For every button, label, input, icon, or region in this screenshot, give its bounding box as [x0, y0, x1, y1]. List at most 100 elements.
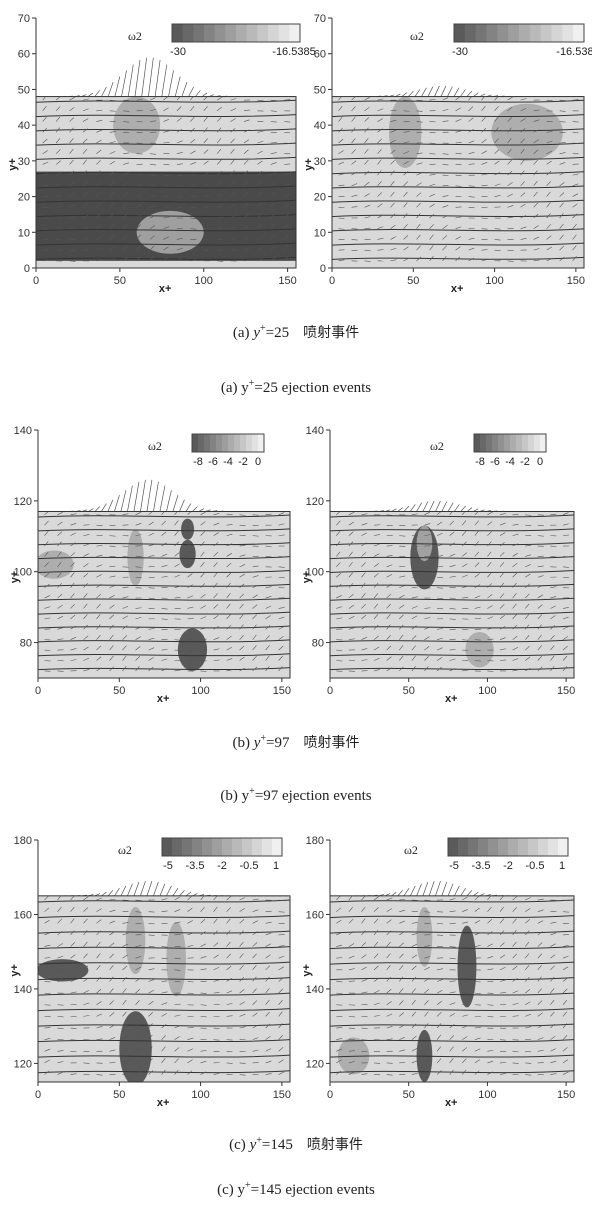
vector-arrow	[386, 953, 391, 959]
vector-arrow	[424, 656, 429, 661]
vector-arrow	[226, 1002, 233, 1006]
vector-arrow	[462, 1014, 469, 1017]
vector-arrow	[187, 992, 194, 994]
wave-arrow	[133, 481, 140, 512]
vector-arrow	[520, 226, 527, 230]
vector-arrow	[386, 614, 391, 620]
contour-blob-1	[113, 96, 161, 154]
colorbar-tick-label: -0.5	[240, 860, 259, 872]
vector-arrow	[494, 183, 501, 187]
vector-arrow	[270, 213, 275, 219]
vector-arrow	[57, 638, 64, 640]
vector-arrow	[537, 524, 544, 527]
contour-blob-2	[136, 210, 204, 254]
streamline	[38, 611, 290, 615]
colorbar-segment	[486, 24, 498, 42]
vector-arrow	[109, 666, 115, 672]
colorbar-segment	[538, 838, 549, 856]
vector-arrow	[499, 637, 506, 640]
vector-arrow	[82, 138, 88, 144]
streamline	[38, 899, 290, 903]
vector-arrow	[481, 150, 487, 154]
vector-arrow	[336, 1027, 343, 1029]
colorbar-segment	[162, 838, 173, 856]
vector-arrow	[348, 511, 355, 516]
x-tick-label: 0	[329, 275, 335, 287]
vector-arrow	[348, 955, 355, 959]
vector-arrow	[386, 634, 391, 640]
vector-arrow	[494, 127, 499, 133]
vector-arrow	[512, 965, 518, 971]
vector-arrow	[239, 919, 245, 924]
vector-arrow	[533, 225, 539, 229]
vector-arrow	[135, 977, 141, 982]
vector-arrow	[96, 545, 103, 547]
vector-arrow	[226, 562, 232, 568]
vector-arrow	[55, 138, 61, 144]
vector-arrow	[462, 596, 469, 599]
colorbar-segment	[258, 434, 265, 452]
vector-arrow	[239, 908, 245, 912]
vector-arrow	[399, 1024, 405, 1029]
vector-arrow	[399, 594, 405, 599]
panel-c-right: 120 140 160 180 0 50 100 150 x+ y+ ω2 -5 -3.5 -2 -0.5 1	[296, 826, 592, 1116]
vector-arrow	[348, 531, 354, 536]
vector-arrow	[109, 191, 114, 197]
vector-arrow	[436, 979, 443, 982]
vector-arrow	[411, 666, 416, 672]
vector-arrow	[351, 239, 358, 241]
vector-arrow	[499, 615, 505, 620]
vector-arrow	[109, 614, 115, 620]
wave-arrow	[447, 502, 454, 512]
vector-arrow	[390, 236, 396, 240]
vector-arrow	[520, 128, 526, 133]
y-tick-label: 120	[14, 496, 32, 508]
contour-field	[38, 895, 290, 1082]
vector-arrow	[57, 531, 63, 536]
vector-arrow	[474, 1059, 480, 1064]
vector-arrow	[109, 235, 115, 240]
vector-arrow	[243, 191, 249, 197]
vector-arrow	[187, 981, 194, 983]
vector-arrow	[455, 130, 462, 133]
vector-arrow	[348, 593, 354, 599]
vector-arrow	[96, 603, 101, 609]
x-axis-label: x+	[445, 693, 458, 705]
streamline	[38, 915, 290, 919]
vector-arrow	[44, 617, 51, 620]
vector-arrow	[442, 235, 448, 240]
vector-arrow	[429, 213, 435, 219]
vector-arrow	[399, 614, 404, 620]
vector-arrow	[226, 658, 233, 661]
vector-arrow	[57, 593, 63, 599]
vector-arrow	[525, 1074, 532, 1076]
vector-arrow	[278, 899, 285, 901]
vector-arrow	[190, 139, 196, 144]
wave-arrow	[159, 485, 166, 512]
vector-arrow	[122, 645, 127, 651]
vector-arrow	[559, 234, 564, 240]
wave-arrow	[192, 506, 198, 512]
vector-arrow	[284, 256, 289, 262]
vector-arrow	[161, 531, 167, 536]
vector-arrow	[57, 906, 62, 912]
caption-c-cn: (c) y+=145 喷射事件	[229, 1135, 363, 1153]
vector-arrow	[213, 615, 219, 620]
vector-arrow	[499, 954, 506, 959]
vector-arrow	[122, 1035, 128, 1040]
vector-arrow	[386, 919, 392, 924]
x-tick-label: 150	[278, 275, 296, 287]
colorbar-tick-label: -2	[520, 456, 530, 468]
vector-arrow	[44, 992, 51, 995]
vector-arrow	[148, 1011, 154, 1017]
vector-arrow	[239, 930, 244, 936]
colorbar-segment	[458, 838, 469, 856]
vector-arrow	[109, 634, 114, 640]
vector-arrow	[278, 1035, 283, 1040]
vector-arrow	[187, 562, 193, 568]
vector-arrow	[474, 584, 481, 588]
vector-arrow	[265, 556, 272, 558]
vector-arrow	[109, 181, 115, 187]
vector-arrow	[399, 645, 404, 651]
vector-arrow	[411, 645, 417, 651]
